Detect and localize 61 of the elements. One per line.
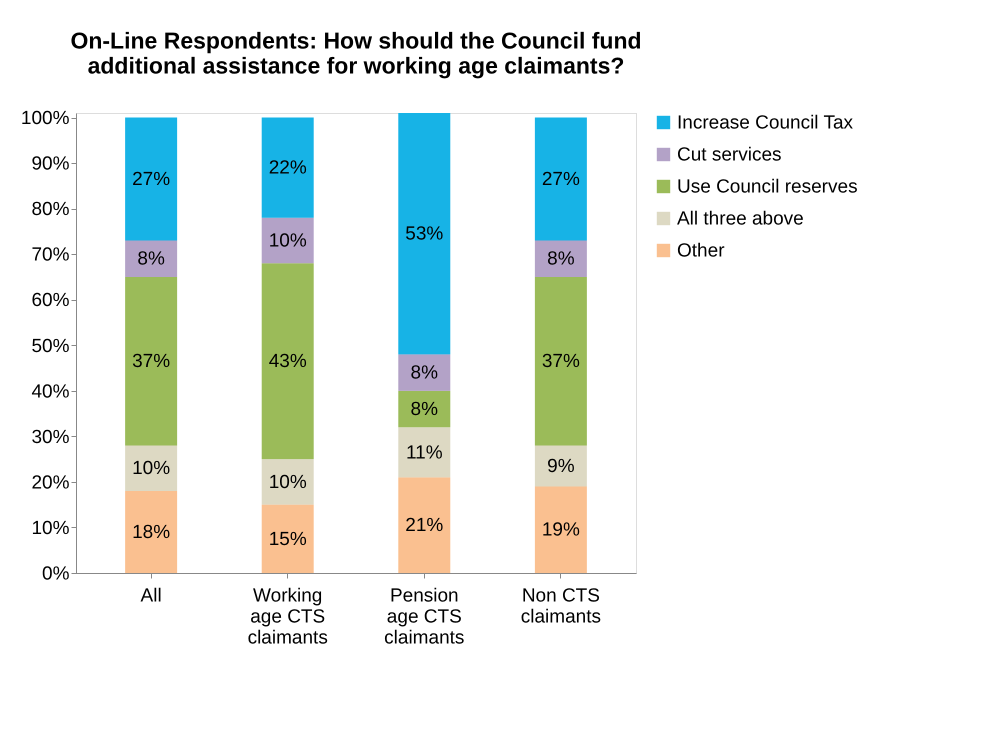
x-tick-label: Working age CTS claimants	[248, 586, 328, 648]
bar	[125, 118, 178, 241]
y-tick-label: 20%	[31, 472, 70, 494]
bar	[125, 276, 178, 446]
bar	[125, 491, 178, 573]
chart-title: On-Line Respondents: How should the Council fund additional assistance for working age claimants?	[70, 28, 642, 79]
data-label: 8%	[137, 248, 165, 270]
bar	[534, 118, 587, 241]
y-tick-label: 10%	[31, 518, 70, 539]
data-label: 22%	[268, 158, 307, 179]
data-label: 37%	[542, 351, 580, 372]
y-tick-label: 70%	[31, 244, 70, 266]
bar	[398, 354, 450, 391]
data-label: 9%	[547, 456, 575, 477]
data-label: 37%	[132, 351, 170, 372]
data-label: 8%	[410, 362, 438, 384]
bar	[534, 276, 587, 446]
data-label: 8%	[410, 399, 438, 420]
legend-label: All three above	[677, 208, 804, 230]
y-tick-label: 100%	[20, 108, 70, 130]
data-label: 21%	[405, 515, 444, 536]
bar	[398, 390, 450, 428]
bar	[534, 240, 587, 277]
bar	[262, 459, 314, 505]
x-tick-label: All	[140, 586, 162, 606]
legend-label: Other	[677, 240, 726, 262]
data-label: 18%	[132, 522, 170, 544]
data-label: 27%	[132, 169, 170, 190]
bar	[398, 427, 450, 478]
bar	[262, 504, 314, 573]
bar	[398, 477, 450, 573]
bar	[262, 263, 314, 460]
data-label: 43%	[268, 351, 307, 372]
y-tick-label: 90%	[31, 154, 70, 175]
data-label: 10%	[268, 230, 307, 252]
y-tick-label: 80%	[31, 199, 70, 220]
data-label: 27%	[542, 169, 580, 190]
legend-label: Use Council reserves	[677, 176, 858, 198]
y-tick-label: 30%	[31, 426, 70, 448]
y-tick-label: 0%	[42, 564, 70, 584]
y-tick-label: 60%	[31, 290, 70, 312]
bar	[534, 486, 587, 573]
bar	[125, 240, 178, 277]
data-label: 19%	[542, 520, 580, 541]
x-tick-label: Non CTS claimants	[520, 586, 602, 628]
data-label: 10%	[132, 458, 170, 480]
data-label: 11%	[406, 442, 443, 464]
bar	[262, 218, 314, 264]
y-tick-label: 50%	[31, 336, 70, 357]
data-label: 53%	[405, 224, 444, 245]
legend-label: Cut services	[677, 144, 782, 166]
y-tick-label: 40%	[31, 381, 70, 402]
data-label: 10%	[268, 472, 307, 493]
bar	[262, 118, 314, 218]
bar	[534, 445, 587, 486]
legend-label: Increase Council Tax	[677, 112, 854, 134]
bar	[125, 445, 178, 492]
bar	[398, 113, 450, 354]
data-label: 8%	[547, 248, 575, 270]
data-label: 15%	[268, 528, 307, 550]
x-tick-label: Pension age CTS claimants	[384, 586, 464, 648]
